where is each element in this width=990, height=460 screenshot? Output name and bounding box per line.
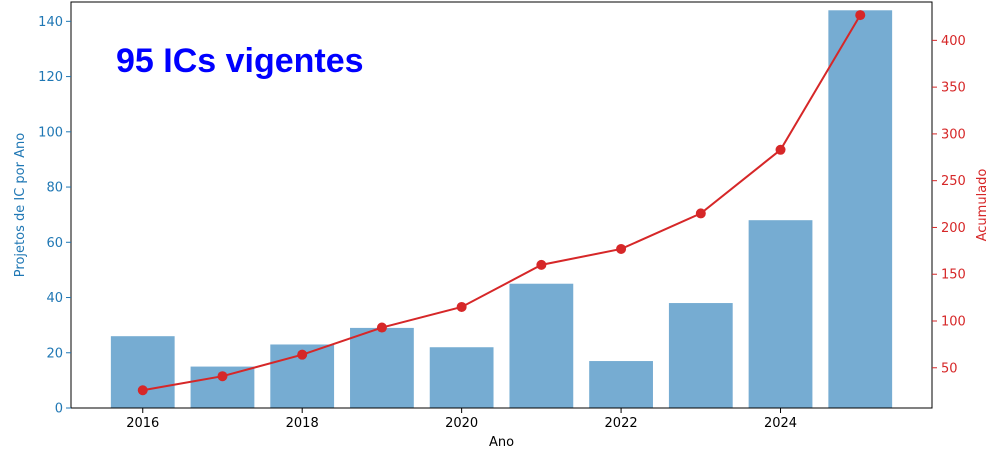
right-y-tick-label: 150 — [941, 268, 966, 283]
left-y-axis-ticks: 0 20 40 60 80 100 120 140 — [38, 15, 71, 417]
bar-2025 — [828, 10, 893, 409]
bar-2022 — [589, 361, 653, 408]
x-tick-label: 2020 — [445, 416, 478, 431]
left-y-axis-title: Projetos de IC por Ano — [13, 133, 28, 277]
right-y-tick-label: 100 — [941, 315, 966, 330]
right-y-axis-title: Acumulado — [975, 169, 990, 242]
left-y-tick-label: 80 — [46, 181, 63, 196]
cumulative-point-2020 — [456, 301, 467, 312]
plot-frame — [70, 1, 933, 409]
left-y-tick-label: 0 — [55, 402, 63, 417]
x-axis-title: Ano — [489, 435, 514, 450]
cumulative-point-2018 — [297, 349, 308, 360]
right-y-tick-label: 400 — [941, 34, 966, 49]
left-y-tick-label: 100 — [38, 125, 63, 140]
cumulative-point-2016 — [137, 385, 148, 396]
x-tick-label: 2022 — [605, 416, 638, 431]
cumulative-point-2019 — [376, 322, 387, 333]
left-y-tick-label: 20 — [46, 346, 63, 361]
x-tick-label: 2016 — [126, 416, 159, 431]
bar-2021 — [509, 283, 574, 408]
left-y-tick-label: 120 — [38, 70, 63, 85]
cumulative-point-2025 — [855, 10, 866, 21]
cumulative-point-2017 — [217, 371, 228, 382]
cumulative-line — [142, 14, 862, 392]
annotation-text: 95 ICs vigentes — [116, 42, 364, 80]
cumulative-point-2022 — [616, 243, 627, 254]
x-tick-label: 2024 — [764, 416, 797, 431]
cumulative-point-2023 — [695, 208, 706, 219]
left-y-tick-label: 60 — [46, 236, 63, 251]
left-y-tick-label: 140 — [38, 15, 63, 30]
cumulative-point-2024 — [775, 144, 786, 155]
x-tick-label: 2018 — [286, 416, 319, 431]
bars-layer — [110, 10, 893, 409]
right-y-tick-label: 350 — [941, 81, 966, 96]
right-y-tick-label: 50 — [941, 361, 958, 376]
right-y-tick-label: 250 — [941, 174, 966, 189]
bar-2019 — [350, 327, 414, 408]
right-y-tick-label: 200 — [941, 221, 966, 236]
cumulative-line-layer — [137, 10, 866, 396]
bar-2024 — [748, 220, 813, 408]
x-axis-ticks: 2016 2018 2020 2022 2024 — [126, 408, 797, 431]
bar-2020 — [429, 347, 494, 408]
bar-2023 — [668, 303, 733, 408]
bar-2016 — [110, 336, 175, 408]
right-y-axis-ticks: 50 100 150 200 250 300 350 400 — [932, 34, 966, 376]
left-y-tick-label: 40 — [46, 291, 63, 306]
right-y-tick-label: 300 — [941, 127, 966, 142]
cumulative-point-2021 — [536, 259, 547, 270]
